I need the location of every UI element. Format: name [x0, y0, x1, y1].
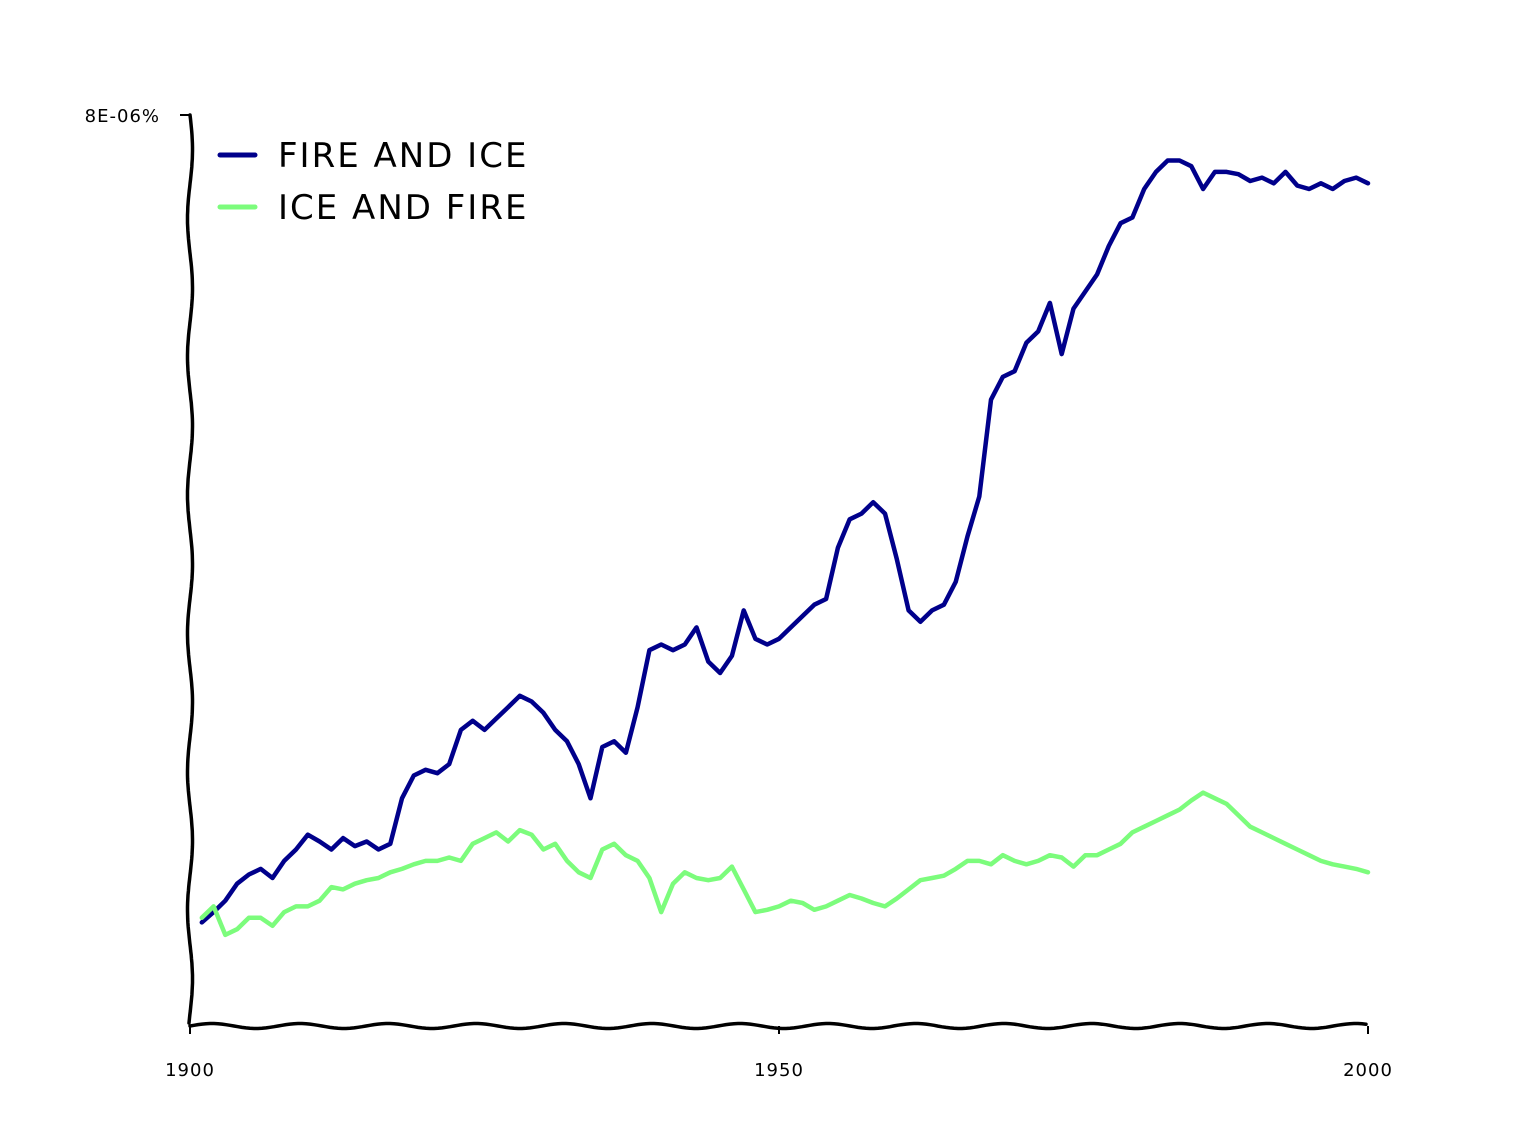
y-axis-ticks: 8E-06%: [85, 106, 190, 127]
y-tick-label: 8E-06%: [85, 106, 160, 127]
legend-label-1: FIRE AND ICE: [278, 136, 528, 176]
series-line-1: [199, 158, 1371, 925]
series-layer: [199, 158, 1371, 938]
legend-label-2: ICE AND FIRE: [278, 188, 528, 228]
legend: FIRE AND ICE ICE AND FIRE: [217, 136, 528, 228]
x-axis-ticks: 1900 1950 2000: [165, 1026, 1393, 1081]
x-tick-label: 1900: [165, 1060, 215, 1081]
y-axis-line: [185, 113, 195, 1025]
x-tick-label: 1950: [754, 1060, 804, 1081]
series-line-2: [199, 790, 1371, 938]
x-tick-label: 2000: [1343, 1060, 1393, 1081]
